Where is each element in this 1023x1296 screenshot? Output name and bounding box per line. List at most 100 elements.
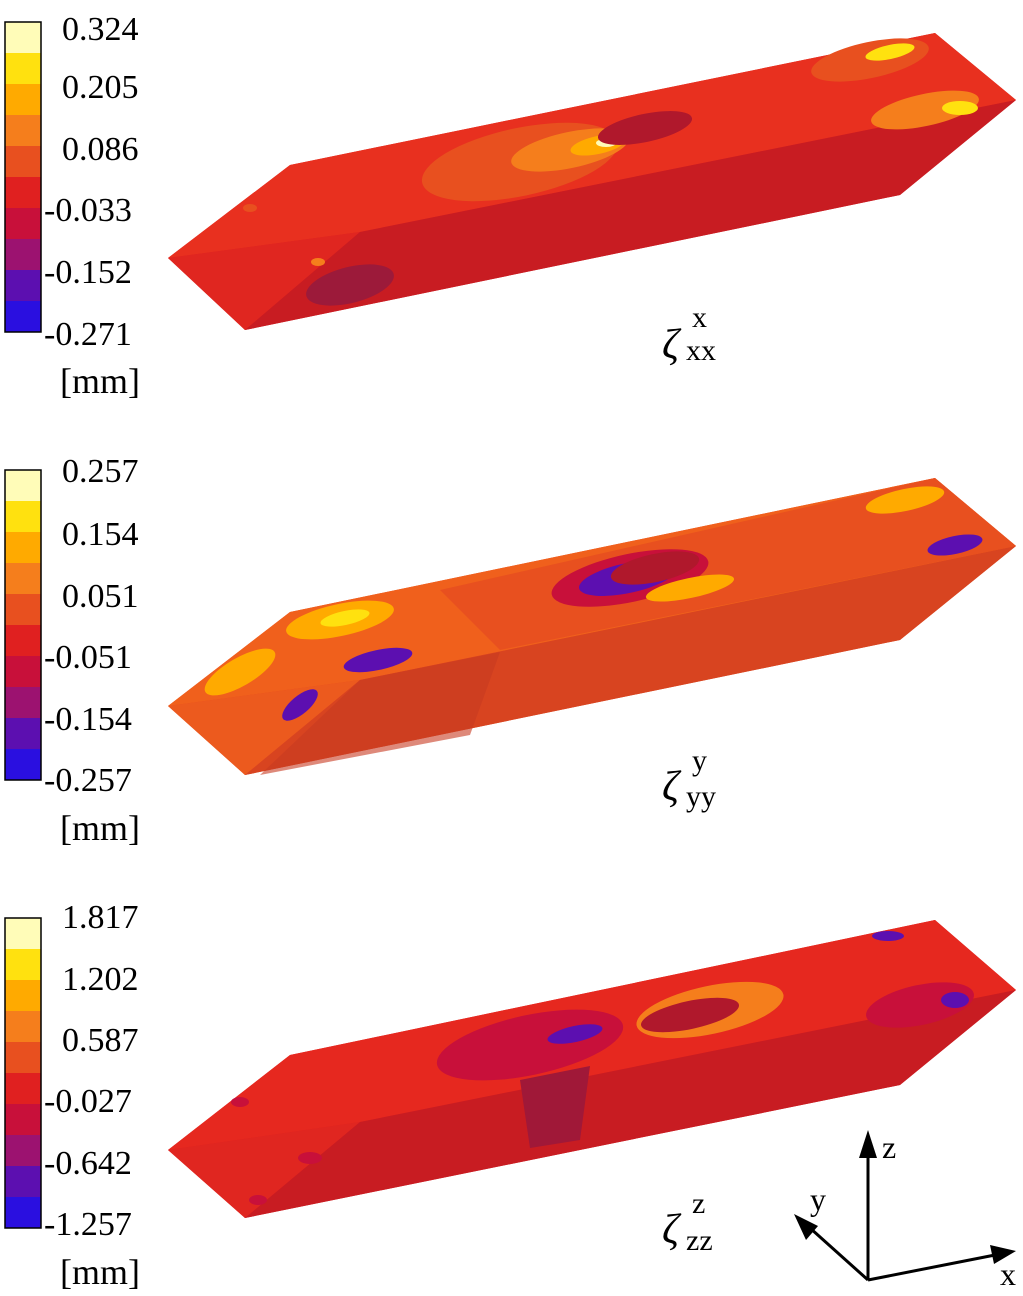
- colorbar-swatch: [5, 980, 41, 1011]
- hole: [597, 111, 693, 145]
- contour-band: [260, 652, 500, 775]
- contour-blob: [320, 609, 370, 627]
- label-superscript: z: [692, 1187, 705, 1220]
- contour-blob: [872, 931, 904, 941]
- contour-blob: [204, 648, 276, 696]
- colorbar-swatch: [5, 1073, 41, 1104]
- colorbar-swatch: [5, 949, 41, 980]
- component-label-yy: ζ y yy: [662, 744, 716, 813]
- contour-blob: [865, 486, 945, 514]
- hole: [610, 551, 700, 585]
- colorbar-swatch: [5, 470, 41, 501]
- contour-blob: [865, 43, 915, 61]
- colorbar-tick: -0.027: [44, 1083, 132, 1120]
- colorbar-tick: 0.154: [62, 516, 139, 553]
- y-axis-line: [808, 1226, 870, 1282]
- colorbar-unit: [mm]: [60, 1252, 140, 1292]
- colorbar-swatch: [5, 718, 41, 749]
- panel-zz: 1.817 1.202 0.587 -0.027 -0.642 -1.257 […: [4, 899, 1016, 1292]
- label-subscript: xx: [686, 334, 716, 367]
- z-arrow-icon: [859, 1130, 877, 1158]
- colorbar-swatch: [5, 563, 41, 594]
- contour-blob: [927, 534, 983, 556]
- x-axis-line: [867, 1253, 996, 1282]
- colorbar-tick: -0.257: [44, 762, 132, 799]
- colorbar-tick: 0.587: [62, 1022, 139, 1059]
- colorbar-swatch: [5, 1104, 41, 1135]
- colorbar-swatch: [5, 22, 41, 53]
- colorbar-swatch: [5, 594, 41, 625]
- colorbar-swatch: [5, 115, 41, 146]
- contour-solid-zz: [168, 920, 1016, 1218]
- contour-solid-yy: [168, 478, 1016, 775]
- panel-yy: 0.257 0.154 0.051 -0.051 -0.154 -0.257 […: [4, 453, 1016, 848]
- contour-solid-xx: [168, 33, 1016, 330]
- label-symbol: ζ: [662, 764, 682, 810]
- colorbar-frame: [4, 469, 42, 781]
- contour-blob: [942, 101, 978, 115]
- colorbar-tick: 0.205: [62, 69, 139, 106]
- colorbar-tick: 0.324: [62, 11, 139, 48]
- label-subscript: yy: [686, 780, 716, 813]
- end-face: [168, 232, 360, 330]
- colorbar-swatch: [5, 625, 41, 656]
- contour-blob: [311, 258, 325, 266]
- side-face: [245, 100, 1016, 330]
- colorbar-swatch: [5, 84, 41, 115]
- contour-blob: [547, 1024, 603, 1044]
- colorbar-swatch: [5, 1135, 41, 1166]
- colorbar-frame: [4, 917, 42, 1229]
- x-arrow-icon: [990, 1245, 1016, 1264]
- z-axis-label: z: [882, 1129, 896, 1165]
- colorbar-swatch: [5, 687, 41, 718]
- end-face: [168, 1122, 360, 1218]
- label-symbol: ζ: [662, 1207, 682, 1253]
- colorbar-swatch: [5, 208, 41, 239]
- colorbar-tick: 0.051: [62, 578, 139, 615]
- colorbar-swatch: [5, 146, 41, 177]
- contour-blob: [343, 647, 413, 673]
- label-superscript: x: [692, 301, 707, 334]
- colorbar-swatch: [5, 53, 41, 84]
- contour-blob: [645, 574, 735, 602]
- colorbar-tick: 0.086: [62, 131, 139, 168]
- colorbar-tick: -1.257: [44, 1206, 132, 1243]
- colorbar-swatch: [5, 239, 41, 270]
- colorbar-tick: 1.202: [62, 961, 139, 998]
- contour-blob: [298, 1152, 322, 1164]
- label-subscript: zz: [686, 1224, 713, 1257]
- y-axis-label: y: [810, 1181, 826, 1217]
- colorbar-zz: 1.817 1.202 0.587 -0.027 -0.642 -1.257 […: [4, 899, 140, 1292]
- colorbar-tick: -0.642: [44, 1145, 132, 1182]
- contour-blob: [871, 90, 979, 130]
- contour-band: [520, 1066, 590, 1148]
- contour-blob: [282, 689, 318, 721]
- contour-band: [440, 478, 1016, 650]
- x-axis-label: x: [1000, 1256, 1016, 1292]
- component-label-zz: ζ z zz: [662, 1187, 713, 1257]
- colorbar-swatch: [5, 1166, 41, 1197]
- contour-blob: [249, 1195, 267, 1205]
- side-face: [245, 990, 1016, 1218]
- colorbar-unit: [mm]: [60, 361, 140, 401]
- colorbar-swatch: [5, 301, 41, 332]
- y-arrow-icon: [794, 1214, 818, 1240]
- colorbar-tick: 1.817: [62, 899, 139, 936]
- contour-blob: [231, 1097, 249, 1107]
- colorbar-swatch: [5, 177, 41, 208]
- colorbar-swatch: [5, 918, 41, 949]
- colorbar-tick: -0.154: [44, 701, 132, 738]
- colorbar-tick: -0.051: [44, 639, 132, 676]
- colorbar-swatch: [5, 1042, 41, 1073]
- contour-blob: [243, 204, 257, 212]
- colorbar-swatch: [5, 1011, 41, 1042]
- colorbar-unit: [mm]: [60, 808, 140, 848]
- panel-xx: 0.324 0.205 0.086 -0.033 -0.152 -0.271 […: [4, 11, 1016, 401]
- contour-blob: [306, 264, 394, 306]
- colorbar-tick: -0.271: [44, 316, 132, 353]
- colorbar-swatch: [5, 656, 41, 687]
- colorbar-xx: 0.324 0.205 0.086 -0.033 -0.152 -0.271 […: [4, 11, 140, 401]
- contour-blob: [941, 992, 969, 1008]
- colorbar-swatch: [5, 532, 41, 563]
